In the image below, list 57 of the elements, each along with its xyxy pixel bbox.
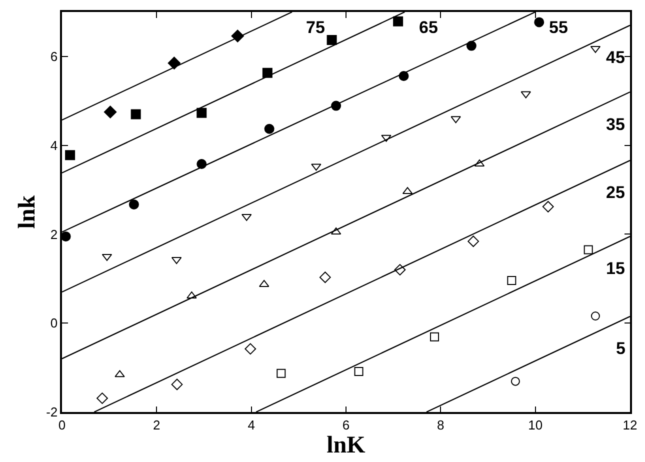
point xyxy=(466,40,476,51)
point xyxy=(114,370,125,378)
point xyxy=(507,276,516,285)
series-label: 75 xyxy=(306,18,325,37)
x-axis-title: lnK xyxy=(326,432,366,458)
point xyxy=(276,368,286,378)
point xyxy=(398,71,409,81)
point xyxy=(168,56,181,70)
point xyxy=(394,264,406,276)
point xyxy=(311,164,322,171)
series-label: 35 xyxy=(606,115,625,134)
point xyxy=(104,106,117,118)
point xyxy=(468,236,480,248)
y-tick-label: 2 xyxy=(50,226,58,242)
x-tick-label: 12 xyxy=(622,417,638,432)
point xyxy=(590,312,600,320)
point xyxy=(231,30,244,42)
point xyxy=(196,159,207,169)
point xyxy=(584,245,593,254)
series-label: 45 xyxy=(606,48,625,67)
point xyxy=(430,332,440,342)
point xyxy=(171,378,183,390)
y-axis-title: lnk xyxy=(14,194,41,229)
y-tick-label: -2 xyxy=(46,404,58,420)
point xyxy=(393,16,404,26)
y-tick-label: 4 xyxy=(50,138,58,153)
point xyxy=(534,17,544,28)
x-tick-label: 2 xyxy=(153,417,160,432)
point xyxy=(262,68,272,78)
point xyxy=(381,134,392,142)
point xyxy=(319,272,331,284)
point xyxy=(244,343,256,355)
legend-label: 5 xyxy=(616,339,626,358)
point xyxy=(520,91,531,98)
x-tick-label: 10 xyxy=(528,417,543,432)
point xyxy=(130,109,141,120)
point xyxy=(128,199,139,210)
point xyxy=(542,200,554,212)
point xyxy=(331,100,342,111)
point xyxy=(96,392,108,404)
point xyxy=(510,376,520,386)
series-label: 15 xyxy=(606,259,625,278)
legend-label: 55 xyxy=(549,18,568,37)
point xyxy=(326,35,337,45)
point xyxy=(354,367,364,376)
point xyxy=(62,231,71,242)
point xyxy=(65,150,76,160)
y-tick-label: 0 xyxy=(50,316,58,331)
x-tick-label: 8 xyxy=(437,417,444,432)
legend-label: 65 xyxy=(419,18,438,37)
point xyxy=(450,116,461,124)
series-label: 25 xyxy=(606,183,625,202)
point xyxy=(196,108,207,118)
point xyxy=(264,124,274,134)
y-tick-label: 6 xyxy=(50,48,58,64)
x-tick-label: 4 xyxy=(248,417,255,432)
x-tick-label: 6 xyxy=(342,417,350,432)
